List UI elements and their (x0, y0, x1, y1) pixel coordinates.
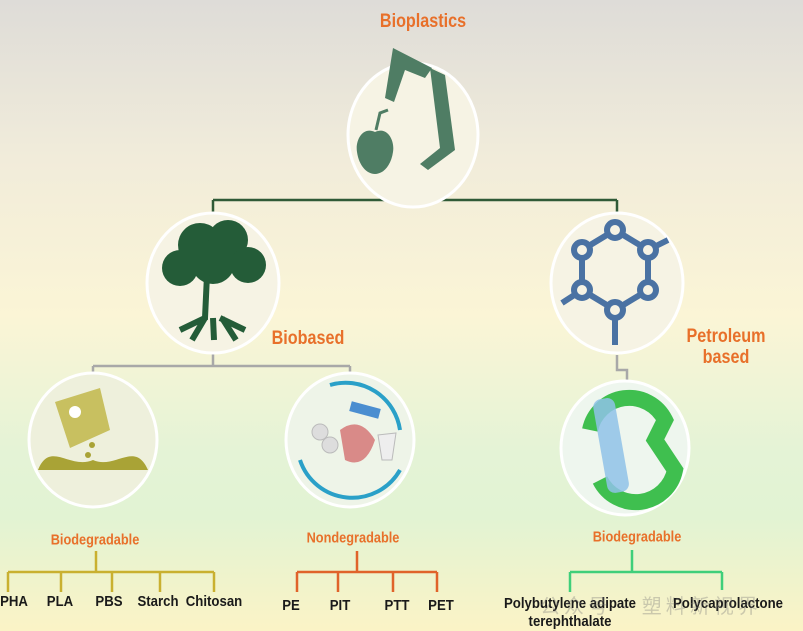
watermark: 公众号 · 塑料新视界 (540, 596, 762, 618)
hexagon-molecule-icon (549, 211, 685, 355)
leaf-ptt: PTT (384, 597, 410, 614)
petroleum-biodegradable-tree (568, 550, 724, 592)
leaf-starch: Starch (137, 593, 179, 610)
group-label-nondegradable: Nondegradable (306, 529, 400, 547)
group-label-biodegradable: Biodegradable (50, 531, 140, 549)
tree-icon (145, 211, 281, 355)
recycle-bottle-icon (559, 379, 691, 517)
apple-bag-icon (346, 48, 480, 209)
leaf-pet: PET (428, 597, 454, 614)
leaf-pe: PE (282, 597, 300, 614)
petroleum-label-line1: Petroleum (686, 326, 766, 347)
root-label: Bioplastics (379, 11, 467, 32)
nondegradable-tree (295, 551, 439, 592)
leaf-pla: PLA (46, 593, 74, 610)
group-label-petro-biodegradable: Biodegradable (592, 528, 682, 546)
leaf-pbat-line1: Polybutylene adipate (503, 595, 637, 612)
petroleum-connector (615, 355, 629, 384)
biodegradable-tree (6, 551, 216, 592)
petroleum-label-line2: based (702, 347, 750, 368)
leaf-pbs: PBS (95, 593, 123, 610)
leaf-chitosan: Chitosan (185, 593, 243, 610)
compost-bag-icon (27, 371, 159, 509)
petroleum-label: Petroleum based (687, 326, 766, 368)
biobased-label: Biobased (271, 328, 345, 349)
leaf-pbat: Polybutylene adipate terephthalate (504, 595, 636, 631)
biobased-connector (91, 354, 352, 377)
leaf-pit: PIT (329, 597, 351, 614)
plastic-waste-icon (284, 371, 416, 509)
leaf-pbat-line2: terephthalate (528, 613, 612, 630)
leaf-pha: PHA (0, 593, 28, 610)
leaf-polycaprolactone: Polycaprolactone (672, 595, 784, 612)
